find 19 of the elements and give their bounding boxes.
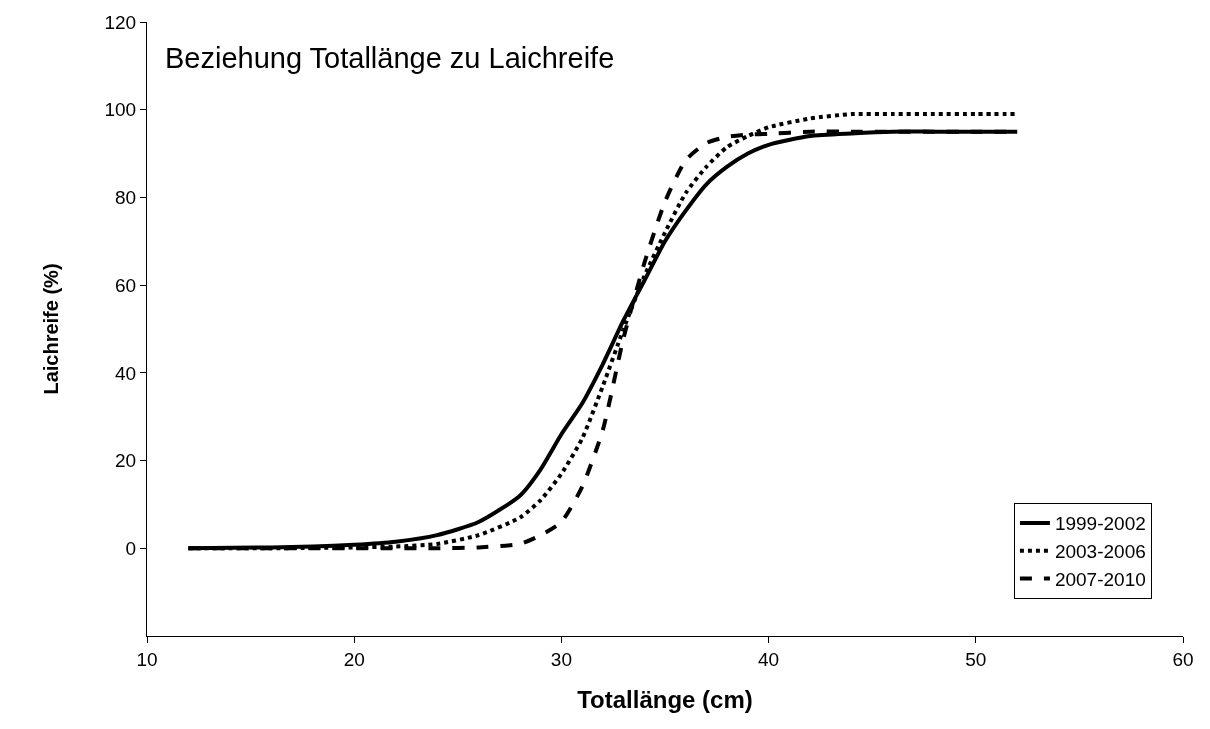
x-tick-label: 40 (758, 648, 780, 670)
y-tick-label: 0 (125, 537, 137, 559)
x-tick-label: 20 (343, 648, 365, 670)
y-tick-label: 100 (104, 99, 137, 121)
y-tick-label: 20 (115, 450, 137, 472)
y-tick-label: 80 (115, 187, 137, 209)
legend-label: 2003-2006 (1054, 541, 1146, 563)
y-tick-label: 120 (104, 11, 137, 33)
y-tick-label: 60 (115, 274, 137, 296)
x-axis-title: Totallänge (cm) (577, 686, 753, 714)
legend-label: 1999-2002 (1054, 513, 1146, 535)
y-tick-label: 40 (115, 362, 137, 384)
text: Beziehung Totallänge zu Laichreife (165, 42, 615, 74)
x-tick-label: 30 (550, 648, 572, 670)
x-tick-label: 50 (965, 648, 987, 670)
x-tick-label: 10 (136, 648, 158, 670)
legend-label: 2007-2010 (1054, 568, 1146, 590)
x-tick-label: 60 (1172, 648, 1194, 670)
y-axis-title: Laichreife (%) (40, 263, 62, 395)
